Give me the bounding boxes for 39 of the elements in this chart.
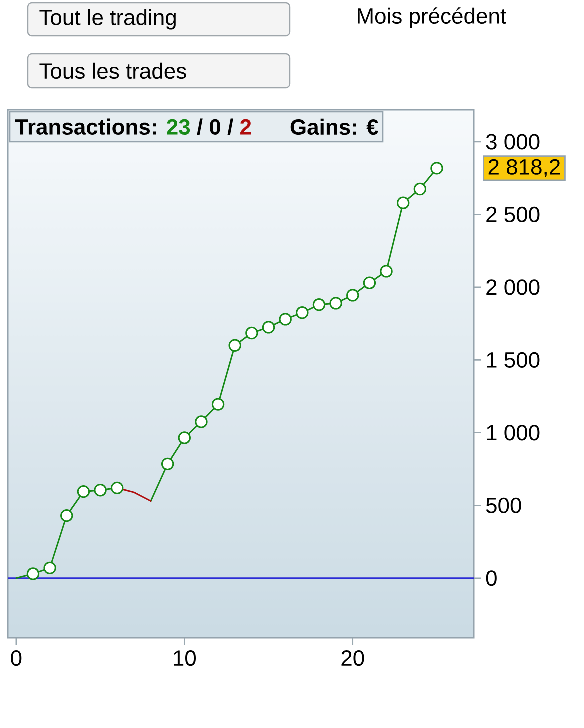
text: Mois précédent [358,8,506,28]
point [330,297,342,310]
chart-subtitle: Gains: € [290,118,378,136]
y-tick-label: 500 [486,498,522,514]
point [279,313,292,326]
point [262,321,276,334]
point [363,276,376,290]
point [246,326,258,340]
point [414,182,427,196]
point [228,339,242,352]
point [60,509,74,522]
text: Tout le trading [40,9,176,30]
point [94,484,107,497]
point [212,398,225,411]
y-tick-label: 1 500 [487,352,540,368]
x-tick-label: 20 [342,650,364,666]
point [312,298,326,312]
y-tick-label: 1 000 [487,425,540,441]
x-tick-label: 10 [174,650,196,666]
x-tick-label: 0 [11,650,22,666]
point [195,416,208,428]
y-tick-label: 0 [486,570,497,586]
point [161,458,174,471]
chart-title: Transactions: 23 / 0 / 2 [15,118,252,136]
y-tick-label: 3 000 [486,134,540,150]
y-tick-label: 2 500 [486,206,540,223]
point [396,196,410,210]
text: 2 818,2 [488,159,560,178]
point [26,568,40,580]
y-tick-label: 2 000 [486,280,540,296]
point [178,432,191,444]
point [346,289,360,302]
point [380,265,393,278]
point [111,482,124,495]
text: Tous les trades [40,62,186,80]
point [430,162,444,175]
point [296,306,309,320]
point [44,562,56,575]
point [77,485,90,498]
